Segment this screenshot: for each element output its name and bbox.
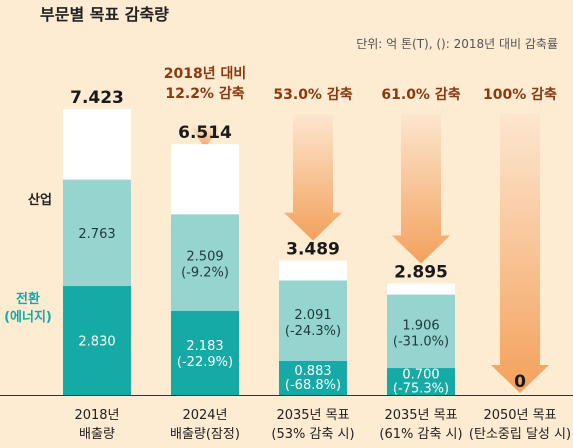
reduction-label: 2018년 대비 12.2% 감축 (164, 66, 246, 102)
chart-title: 부문별 목표 감축량 (40, 5, 169, 24)
reduction-label: 100% 감축 (483, 86, 557, 103)
total-label: 7.423 (70, 88, 124, 108)
bar-industry (63, 179, 131, 287)
energy-value-label: 0.883 (-68.8%) (285, 364, 341, 393)
unit-note: 단위: 억 톤(T), (): 2018년 대비 감축률 (356, 37, 558, 51)
category-label: 2024년 배출량(잠정) (170, 408, 240, 442)
bar-energy (63, 286, 131, 395)
reduction-label: 61.0% 감축 (381, 86, 460, 103)
bar-energy (279, 361, 347, 395)
bar-other (63, 109, 131, 180)
category-label: 2050년 목표 (탄소중립 달성 시) (469, 408, 571, 442)
legend-industry: 산업 (28, 192, 52, 208)
industry-value-label: 2.509 (-9.2%) (181, 250, 229, 281)
bar-energy (387, 368, 455, 395)
bar-other (171, 144, 239, 215)
legend-energy: 전환 (에너지) (4, 291, 52, 325)
category-label: 2018년 배출량 (74, 408, 119, 442)
reduction-arrow (190, 126, 220, 149)
bar-other (279, 260, 347, 281)
category-label: 2035년 목표 (53% 감축 시) (271, 408, 354, 442)
energy-value-label: 2.830 (78, 335, 115, 350)
total-label: 6.514 (178, 123, 232, 143)
energy-value-label: 2.183 (-22.9%) (177, 339, 233, 370)
total-label: 3.489 (286, 240, 340, 260)
total-label: 0 (514, 372, 526, 392)
industry-value-label: 2.091 (-24.3%) (285, 308, 341, 339)
bar-industry (279, 280, 347, 362)
reduction-arrow (284, 114, 342, 241)
bar-industry (171, 214, 239, 311)
bar-industry (387, 294, 455, 369)
reduction-label: 53.0% 감축 (273, 86, 352, 103)
reduction-arrow (491, 114, 549, 393)
total-label: 2.895 (394, 263, 448, 283)
industry-value-label: 2.763 (78, 227, 115, 242)
reduction-arrow (392, 114, 450, 264)
bar-energy (171, 310, 239, 395)
energy-value-label: 0.700 (-75.3%) (393, 368, 449, 397)
industry-value-label: 1.906 (-31.0%) (393, 318, 449, 349)
bar-other (387, 283, 455, 295)
category-label: 2035년 목표 (61% 감축 시) (379, 408, 462, 442)
